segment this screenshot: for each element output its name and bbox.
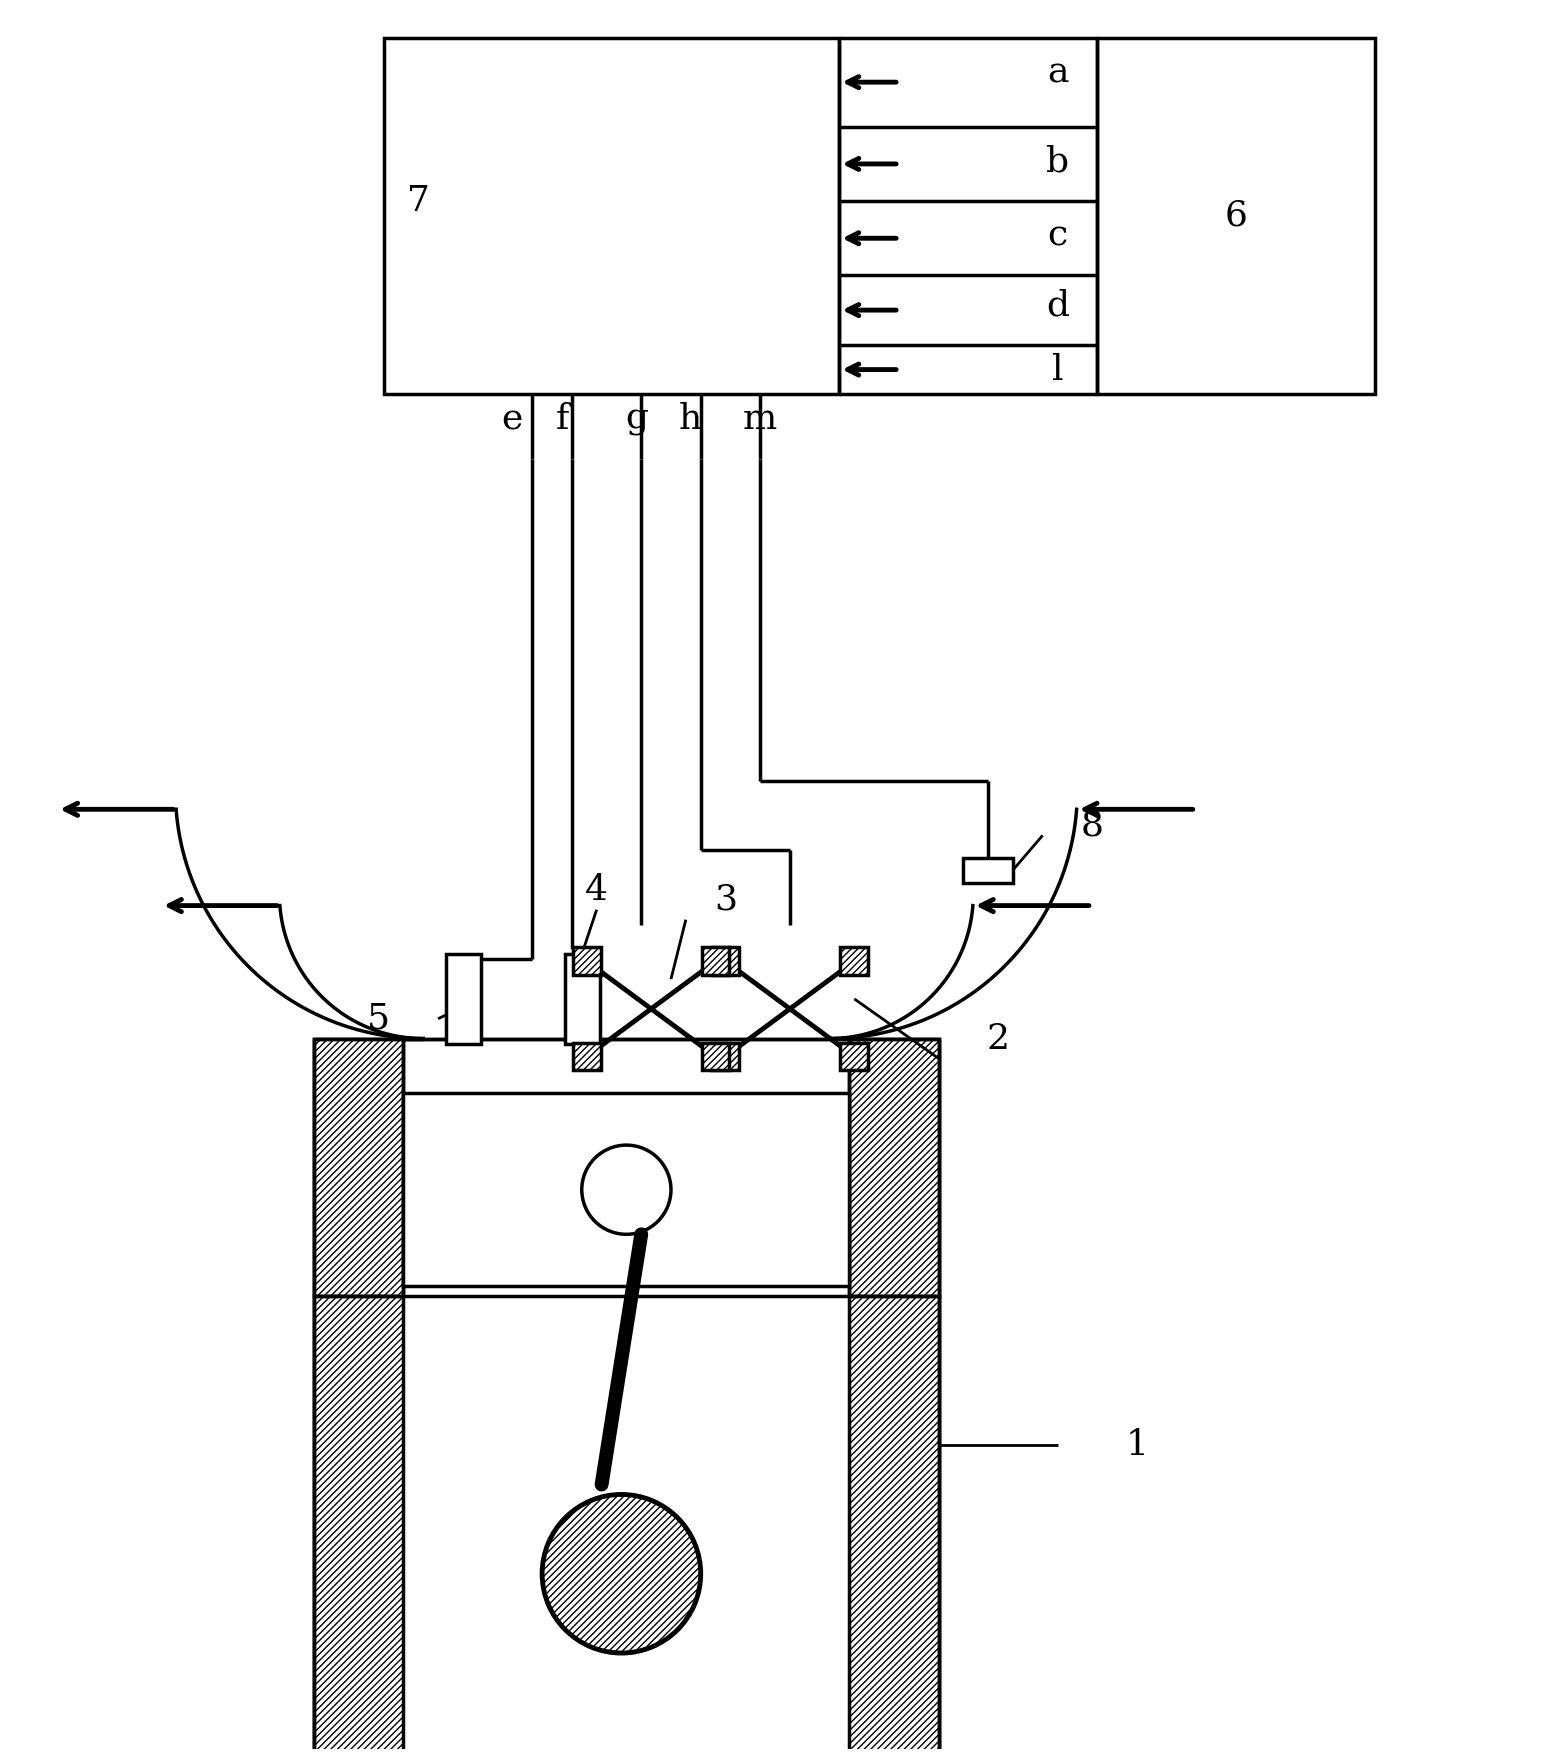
Circle shape <box>543 1495 700 1653</box>
Wedge shape <box>543 1495 700 1653</box>
Text: b: b <box>1046 144 1069 179</box>
Text: 3: 3 <box>714 882 737 917</box>
Bar <box>315 1297 404 1752</box>
Text: f: f <box>555 402 569 436</box>
Bar <box>711 1042 739 1070</box>
Bar <box>404 1093 850 1286</box>
Bar <box>963 857 1013 884</box>
Bar <box>564 954 600 1044</box>
Text: l: l <box>1052 353 1063 387</box>
Text: g: g <box>625 402 649 436</box>
Text: 4: 4 <box>585 873 608 907</box>
Text: 7: 7 <box>407 184 430 218</box>
Bar <box>572 947 600 975</box>
Bar <box>711 947 739 975</box>
Text: a: a <box>1046 54 1068 90</box>
Bar <box>315 1038 939 1752</box>
Bar <box>702 1042 730 1070</box>
Bar <box>572 1042 600 1070</box>
Bar <box>446 954 480 1044</box>
Text: e: e <box>502 402 524 436</box>
Text: 8: 8 <box>1080 808 1104 842</box>
Text: 5: 5 <box>366 1001 390 1035</box>
Text: m: m <box>744 402 778 436</box>
Text: 6: 6 <box>1224 199 1247 234</box>
Bar <box>384 37 839 394</box>
Text: 1: 1 <box>1126 1428 1149 1462</box>
Bar <box>840 1042 868 1070</box>
Bar <box>840 947 868 975</box>
Text: d: d <box>1046 288 1069 322</box>
Bar <box>1098 37 1375 394</box>
Bar <box>850 1038 939 1297</box>
Text: 2: 2 <box>987 1021 1010 1056</box>
Bar <box>702 947 730 975</box>
Bar <box>850 1297 939 1752</box>
Bar <box>315 1038 404 1297</box>
Text: c: c <box>1048 220 1068 253</box>
Text: h: h <box>680 402 703 436</box>
